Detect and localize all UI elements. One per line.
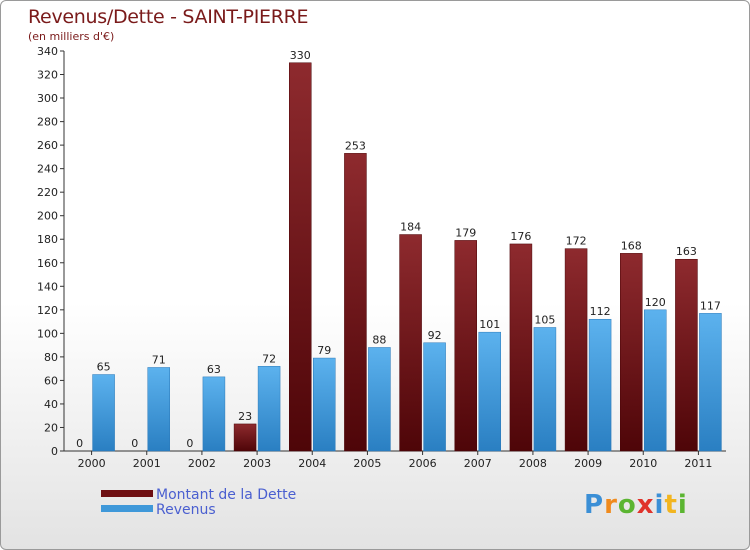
x-tick-label: 2010 xyxy=(629,457,657,470)
data-label-debt: 172 xyxy=(566,235,587,248)
data-label-debt: 176 xyxy=(510,230,531,243)
bar-revenue xyxy=(257,366,281,452)
y-tick-label: 200 xyxy=(37,210,58,223)
bar-debt xyxy=(509,243,533,452)
x-tick-label: 2005 xyxy=(353,457,381,470)
y-tick-label: 300 xyxy=(37,92,58,105)
data-label-revenue: 79 xyxy=(317,344,331,357)
y-tick-label: 40 xyxy=(44,398,58,411)
data-label-revenue: 92 xyxy=(428,329,442,342)
bars: 0 65 0 71 0 63 23 72 330 79 253 88 184 92 179 101 176 105… xyxy=(76,49,722,452)
bar-revenue xyxy=(533,327,557,452)
x-tick-label: 2000 xyxy=(78,457,106,470)
bar-debt xyxy=(620,253,643,452)
x-tick-label: 2007 xyxy=(464,457,492,470)
y-tick-label: 60 xyxy=(44,374,58,387)
data-label-debt: 0 xyxy=(131,437,138,450)
x-tick-label: 2002 xyxy=(188,457,216,470)
x-tick-label: 2004 xyxy=(298,457,326,470)
logo-letter: P xyxy=(584,490,605,520)
legend-swatch-revenue xyxy=(101,505,153,512)
bar-debt xyxy=(399,234,422,452)
y-tick-label: 260 xyxy=(37,139,58,152)
bar-revenue xyxy=(478,331,501,452)
y-tick-label: 100 xyxy=(37,327,58,340)
bar-debt xyxy=(233,423,257,452)
x-tick-label: 2011 xyxy=(684,457,712,470)
bar-revenue xyxy=(92,374,115,452)
data-label-debt: 0 xyxy=(186,437,193,450)
chart-subtitle: (en milliers d'€) xyxy=(28,30,115,43)
y-tick-label: 220 xyxy=(37,186,58,199)
x-tick-label: 2008 xyxy=(519,457,547,470)
chart-title: Revenus/Dette - SAINT-PIERRE xyxy=(28,6,309,28)
data-label-revenue: 105 xyxy=(534,313,555,326)
data-label-revenue: 63 xyxy=(207,363,221,376)
bar-debt xyxy=(454,240,477,452)
y-tick-label: 20 xyxy=(44,421,58,434)
x-tick-label: 2003 xyxy=(243,457,271,470)
y-tick-label: 140 xyxy=(37,280,58,293)
data-label-revenue: 120 xyxy=(645,296,666,309)
bar-debt xyxy=(564,248,588,452)
bar-revenue xyxy=(202,376,226,452)
x-axis: 2000 2001 2002 2003 2004 2005 2006 2007 2008 2009… xyxy=(64,450,726,470)
y-tick-label: 180 xyxy=(37,233,58,246)
x-tick-label: 2001 xyxy=(133,457,161,470)
y-tick-label: 340 xyxy=(37,45,58,58)
logo-letter: i xyxy=(677,490,688,520)
data-label-debt: 23 xyxy=(238,410,252,423)
bar-revenue xyxy=(699,313,722,452)
data-label-revenue: 112 xyxy=(590,305,611,318)
data-label-debt: 0 xyxy=(76,437,83,450)
data-label-revenue: 71 xyxy=(152,353,166,366)
x-tick-label: 2009 xyxy=(574,457,602,470)
data-label-debt: 184 xyxy=(400,221,421,234)
y-tick-label: 160 xyxy=(37,257,58,270)
data-label-debt: 253 xyxy=(345,139,366,152)
data-label-revenue: 88 xyxy=(372,333,386,346)
legend-swatch-debt xyxy=(101,490,153,497)
y-tick-label: 280 xyxy=(37,116,58,129)
bar-revenue xyxy=(588,318,612,452)
bar-revenue xyxy=(368,347,391,452)
logo-letter: x xyxy=(636,490,655,520)
legend-label-debt: Montant de la Dette xyxy=(156,487,297,503)
y-tick-label: 120 xyxy=(37,304,58,317)
bar-revenue xyxy=(313,357,336,452)
data-label-debt: 168 xyxy=(621,239,642,252)
logo-letter: r xyxy=(604,490,618,520)
data-label-revenue: 72 xyxy=(262,352,276,365)
bar-revenue xyxy=(147,367,170,452)
data-label-debt: 330 xyxy=(290,49,311,62)
bar-debt xyxy=(344,153,367,452)
logo-letter: t xyxy=(664,490,678,520)
y-tick-label: 240 xyxy=(37,163,58,176)
data-label-revenue: 101 xyxy=(479,318,500,331)
bar-revenue xyxy=(644,309,667,452)
logo-letter: o xyxy=(617,490,637,520)
data-label-revenue: 65 xyxy=(97,361,111,374)
y-tick-label: 80 xyxy=(44,351,58,364)
y-axis: 0 20 40 60 80 100 120 140 160 180 200 220 240 260 280 3… xyxy=(37,45,65,458)
y-tick-label: 0 xyxy=(51,445,58,458)
logo-letter: i xyxy=(654,490,665,520)
y-tick-label: 320 xyxy=(37,69,58,82)
bar-revenue xyxy=(423,342,446,452)
data-label-revenue: 117 xyxy=(700,299,721,312)
bar-debt xyxy=(289,62,312,452)
data-label-debt: 163 xyxy=(676,245,697,258)
x-tick-label: 2006 xyxy=(409,457,437,470)
proxiti-logo: Proxiti xyxy=(584,490,688,520)
legend-label-revenue: Revenus xyxy=(156,502,216,518)
bar-debt xyxy=(675,258,698,452)
data-label-debt: 179 xyxy=(455,226,476,239)
